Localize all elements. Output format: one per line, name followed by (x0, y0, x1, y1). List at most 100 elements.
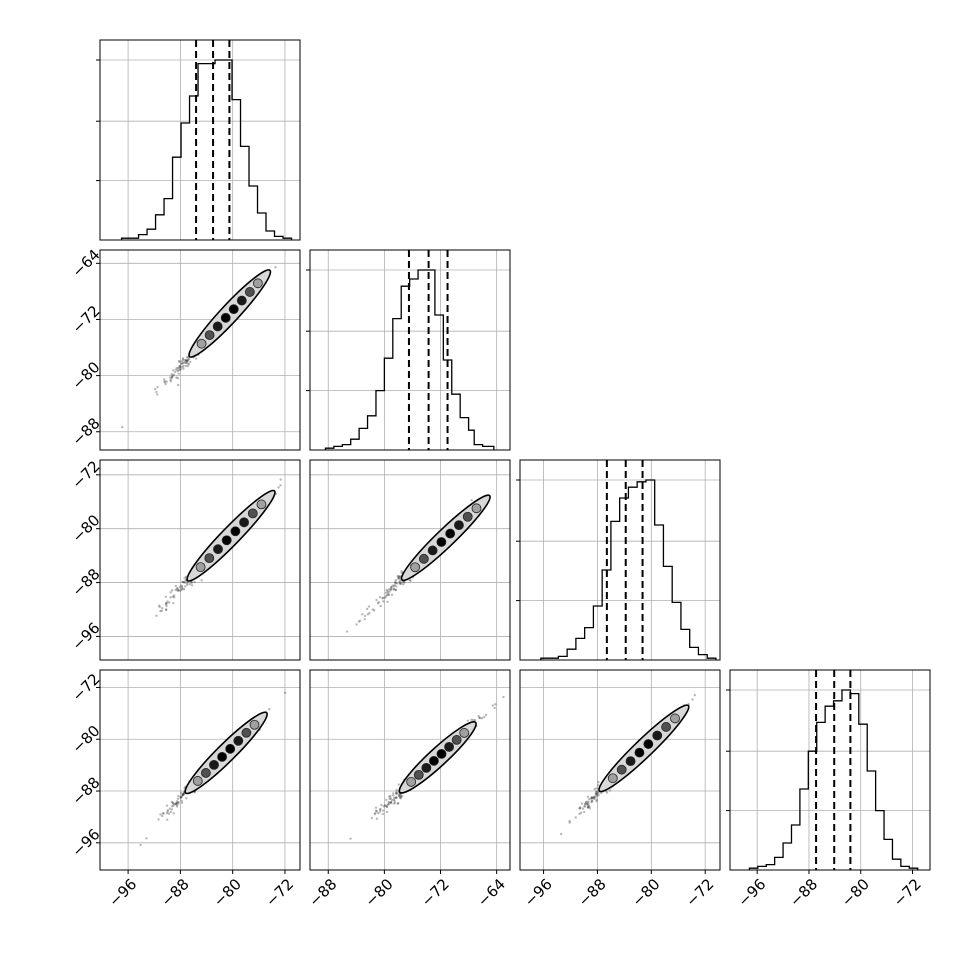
scatter-point (174, 584, 178, 588)
density-marker (427, 545, 438, 556)
scatter-point (176, 587, 179, 590)
y-tick-label-1-1: −80 (68, 358, 103, 393)
scatter-point (168, 376, 172, 379)
scatter-point (181, 793, 185, 796)
scatter-point (345, 630, 349, 633)
scatter-point (181, 587, 184, 590)
scatter-point (384, 804, 388, 808)
scatter-point (366, 613, 370, 616)
scatter-point (186, 581, 189, 585)
y-tick-label-3-2: −80 (68, 722, 103, 757)
scatter-point (381, 597, 384, 600)
scatter-point (177, 366, 180, 370)
scatter-point (590, 796, 594, 799)
scatter-point (394, 796, 397, 799)
scatter-point (184, 361, 187, 364)
scatter-point (194, 357, 198, 360)
scatter-point (691, 698, 694, 701)
scatter-point (274, 265, 277, 269)
histogram-step-line (540, 479, 717, 660)
scatter-point (178, 360, 181, 363)
scatter-point (176, 803, 179, 807)
scatter-point (179, 365, 182, 369)
scatter-point (161, 812, 165, 815)
scatter-point (375, 598, 378, 602)
scatter-point (182, 588, 186, 591)
panel-content (139, 691, 287, 847)
scatter-point (605, 791, 609, 794)
scatter-point (181, 793, 184, 796)
scatter-point (586, 802, 589, 806)
scatter-point (608, 789, 612, 792)
scatter-point (484, 713, 488, 717)
scatter-point (173, 803, 176, 806)
scatter-point (155, 614, 158, 617)
scatter-point (176, 376, 180, 380)
scatter-point (582, 810, 586, 814)
scatter-point (595, 794, 599, 797)
scatter-point (166, 600, 169, 603)
scatter-point (175, 805, 179, 808)
scatter-point (279, 484, 282, 487)
scatter-point (177, 588, 180, 592)
scatter-point (379, 807, 382, 811)
scatter-point (182, 793, 185, 796)
scatter-point (578, 812, 581, 816)
scatter-panel-3-0 (96, 669, 301, 874)
scatter-point (595, 793, 598, 796)
scatter-point (394, 588, 398, 592)
contour-outer (186, 489, 276, 582)
scatter-point (473, 718, 477, 722)
scatter-point (171, 374, 175, 378)
scatter-point (568, 821, 571, 824)
scatter-point (377, 600, 381, 604)
scatter-point (385, 805, 389, 808)
scatter-point (175, 801, 179, 805)
scatter-point (387, 587, 391, 591)
scatter-point (466, 719, 469, 722)
scatter-point (387, 800, 390, 804)
scatter-point (385, 588, 388, 592)
scatter-point (200, 579, 203, 582)
scatter-point (180, 584, 183, 587)
scatter-point (165, 601, 168, 605)
scatter-point (174, 370, 177, 374)
scatter-point (595, 790, 598, 793)
scatter-point (397, 783, 400, 786)
contour-outer (184, 711, 268, 795)
scatter-point (185, 359, 189, 363)
scatter-point (181, 365, 184, 369)
scatter-point (170, 373, 173, 376)
scatter-point (409, 579, 412, 582)
scatter-point (385, 805, 389, 808)
contour-outer (400, 494, 491, 582)
scatter-point (400, 570, 403, 573)
density-marker (625, 756, 636, 767)
panels-layer (96, 39, 931, 874)
scatter-point (399, 582, 402, 585)
scatter-point (182, 793, 185, 796)
scatter-point (187, 362, 191, 366)
scatter-point (160, 607, 164, 610)
density-marker (418, 553, 429, 564)
panel-frame (309, 249, 511, 451)
scatter-point (174, 803, 177, 806)
scatter-point (585, 801, 588, 804)
scatter-point (155, 390, 158, 394)
scatter-point (383, 596, 387, 599)
x-tick-label-3-2: −80 (838, 875, 873, 910)
scatter-point (180, 799, 184, 803)
scatter-point (587, 801, 590, 805)
scatter-point (578, 807, 582, 810)
scatter-point (164, 595, 168, 599)
y-tick-label-2-2: −80 (68, 511, 103, 546)
scatter-point (368, 611, 371, 615)
scatter-point (180, 791, 183, 794)
scatter-point (395, 791, 398, 795)
y-tick-label-1-3: −64 (68, 246, 103, 281)
scatter-point (592, 796, 596, 799)
scatter-point (363, 614, 367, 618)
scatter-point (170, 377, 173, 380)
scatter-point (595, 787, 598, 790)
density-marker (236, 295, 247, 306)
